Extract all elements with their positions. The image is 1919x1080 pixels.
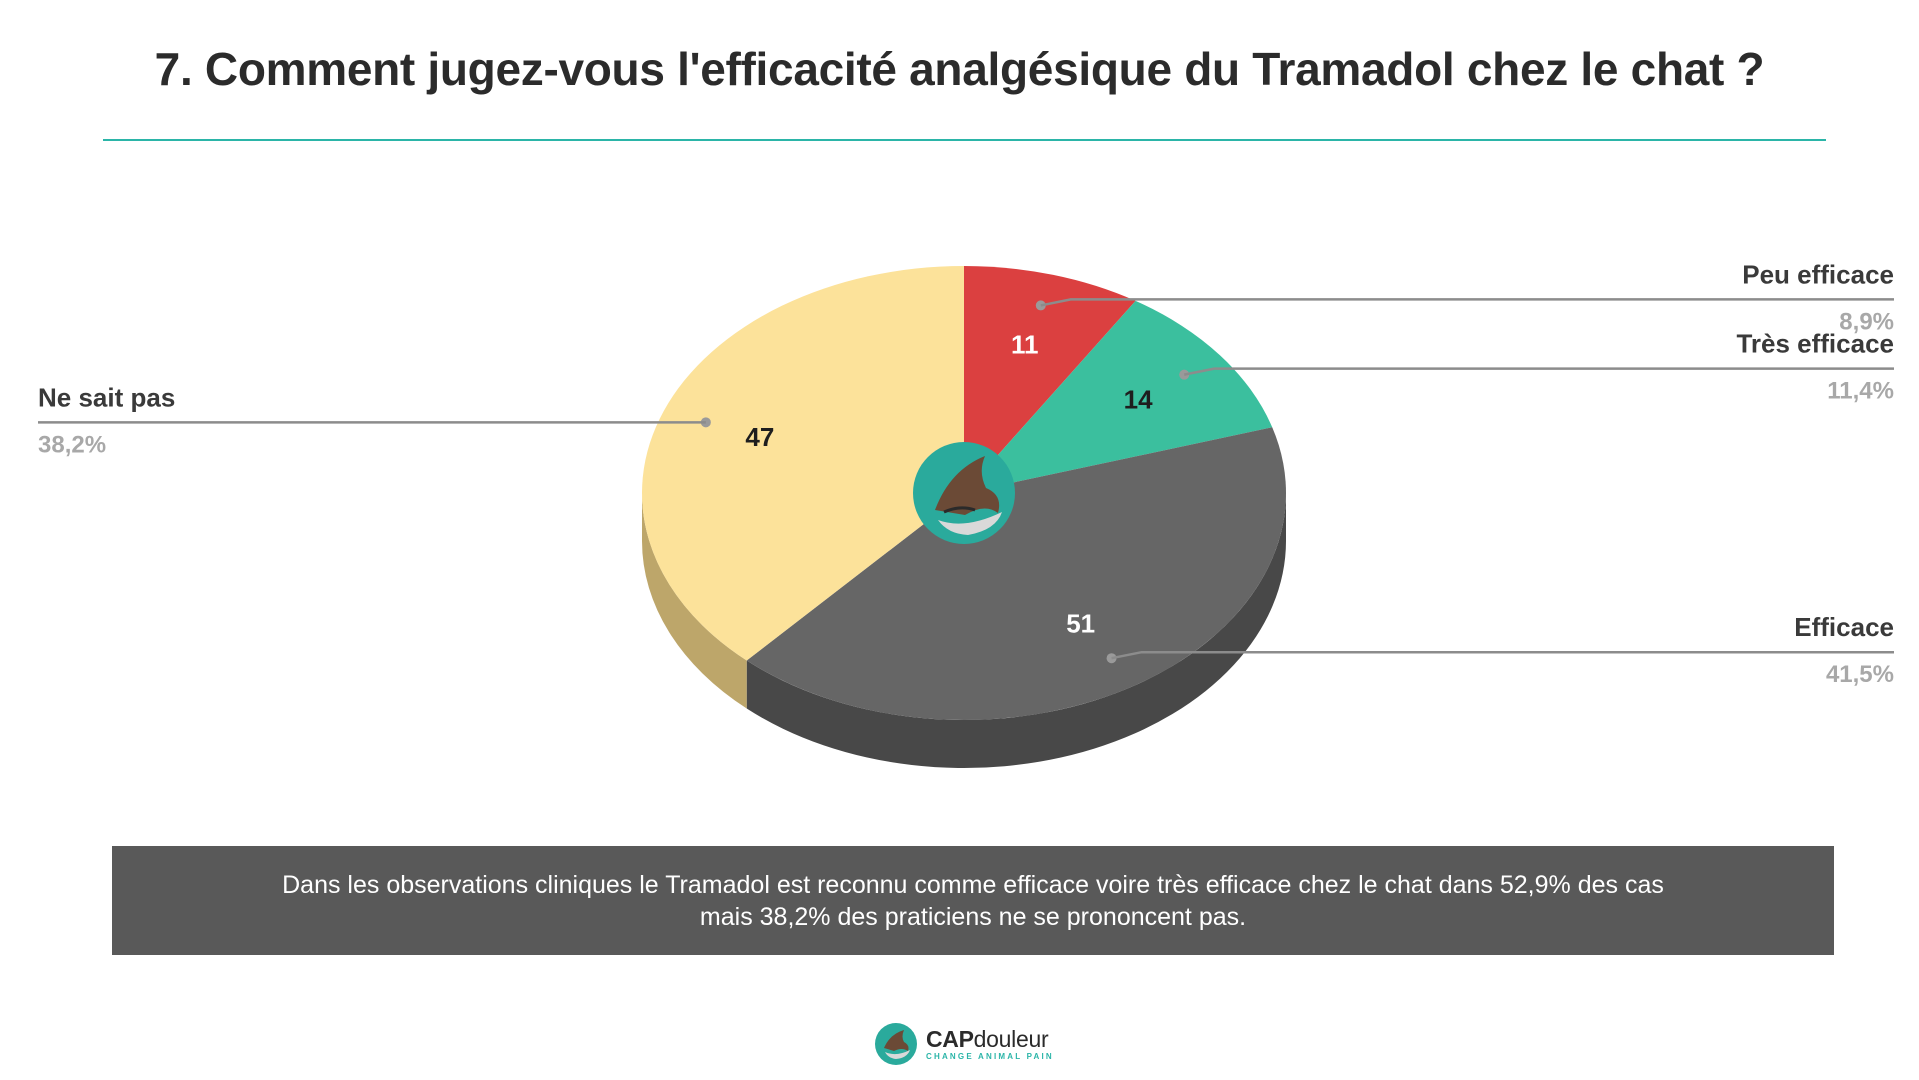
pie-top-layer: 11 14 51 47	[642, 266, 1287, 721]
legend-percent-peu-efficace: 8,9%	[1839, 308, 1894, 335]
legend-label-tres-efficace: Très efficace	[1736, 329, 1894, 359]
slice-side-efficace	[746, 493, 1286, 768]
capdouleur-logo-icon	[875, 1023, 917, 1065]
slice-peu-efficace	[964, 266, 1136, 493]
page-title: 7. Comment jugez-vous l'efficacité analg…	[154, 43, 1765, 95]
summary-line-2: mais 38,2% des praticiens ne se prononce…	[699, 902, 1247, 931]
slice-efficace	[746, 427, 1287, 721]
slice-tres-efficace	[964, 300, 1273, 493]
footer-logo: CAPdouleur CHANGE ANIMAL PAIN	[874, 1021, 1054, 1067]
slice-side-ne-sait-pas	[642, 493, 747, 709]
legend-label-efficace: Efficace	[1794, 612, 1894, 642]
footer-brand-thin: douleur	[973, 1025, 1049, 1052]
slice-ne-sait-pas	[642, 266, 964, 661]
pie-chart: 11 14 51 47 Peu efficace 8,9%Très efficace 11…	[38, 259, 1894, 768]
summary-box: Dans les observations cliniques le Trama…	[112, 846, 1834, 955]
footer-tagline: CHANGE ANIMAL PAIN	[926, 1051, 1054, 1061]
pie-depth-layer	[642, 493, 1286, 768]
slice-value-ne-sait-pas: 47	[745, 422, 774, 452]
slice-value-peu-efficace: 11	[1011, 330, 1039, 360]
leader-line-tres-efficace	[1183, 367, 1894, 376]
slice-value-efficace: 51	[1066, 609, 1095, 639]
pie-labels: Peu efficace 8,9%Très efficace 11,4% Effica…	[38, 259, 1894, 688]
footer-brand-bold: CAP	[926, 1025, 974, 1052]
footer-brand: CAPdouleur CHANGE ANIMAL PAIN	[926, 1025, 1054, 1061]
slice-value-tres-efficace: 14	[1124, 384, 1153, 414]
legend-label-ne-sait-pas: Ne sait pas	[38, 382, 175, 412]
legend-percent-tres-efficace: 11,4%	[1827, 378, 1894, 405]
title-divider	[103, 139, 1826, 141]
summary-line-1: Dans les observations cliniques le Trama…	[282, 870, 1664, 899]
footer-brand-name: CAPdouleur	[926, 1025, 1054, 1052]
pie-leader-lines	[38, 298, 1894, 664]
legend-label-peu-efficace: Peu efficace	[1742, 259, 1894, 289]
center-logo-icon	[913, 442, 1015, 544]
leader-line-efficace	[1111, 650, 1894, 660]
legend-percent-efficace: 41,5%	[1826, 661, 1894, 688]
legend-percent-ne-sait-pas: 38,2%	[38, 431, 106, 458]
leader-line-peu-efficace	[1040, 298, 1894, 307]
